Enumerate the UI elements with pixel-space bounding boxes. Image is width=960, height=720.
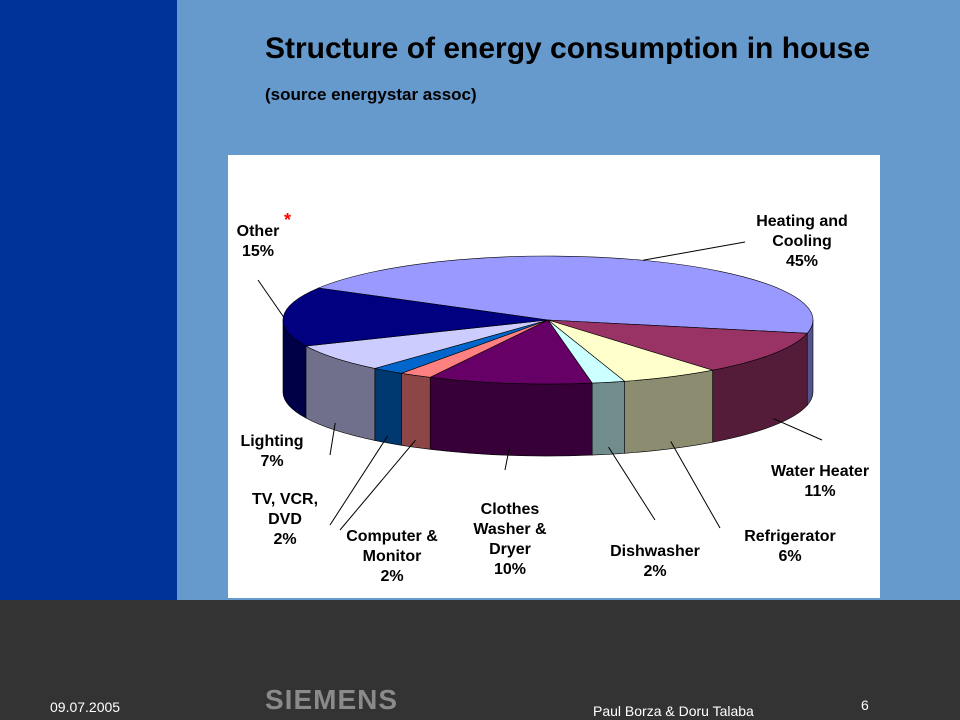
slice-label: Dishwasher 2%: [600, 542, 710, 582]
leader-line: [339, 439, 416, 531]
slice-label: TV, VCR, DVD 2%: [245, 490, 325, 550]
slice-label: Lighting 7%: [227, 432, 317, 472]
slice-side: [624, 369, 713, 454]
footer-author: Paul Borza & Doru Talaba: [593, 703, 754, 719]
value-label: 15%: [241, 243, 275, 260]
slice: [429, 319, 593, 385]
slice-side: [591, 380, 625, 456]
value-label: 6%: [778, 548, 802, 565]
slice-side: [429, 376, 593, 457]
chart-subtitle: (source energystar assoc): [265, 85, 477, 104]
category-label: Refrigerator: [744, 528, 836, 545]
title-block: Structure of energy consumption in house…: [265, 28, 875, 116]
slice-side: [806, 319, 814, 407]
leader-line: [504, 448, 510, 471]
value-label: 10%: [493, 561, 527, 578]
slice-label: Heating and Cooling 45%: [742, 212, 862, 272]
slice-side: [374, 368, 402, 446]
leader-line: [257, 279, 284, 317]
slice: [304, 319, 549, 369]
category-label: TV, VCR, DVD: [251, 491, 319, 528]
leader-line: [608, 446, 656, 521]
category-label: Other: [236, 223, 280, 240]
leader-line: [642, 241, 746, 261]
slice: [282, 287, 549, 347]
slice-side: [401, 372, 431, 450]
page-number: 6: [861, 697, 869, 713]
leader-line: [329, 435, 389, 526]
logo: SIEMENS: [265, 684, 399, 715]
footer-band: [0, 600, 960, 720]
footer-date: 09.07.2005: [50, 699, 121, 715]
category-label: Heating and Cooling: [756, 213, 848, 250]
slice: [317, 255, 814, 334]
value-label: 11%: [804, 483, 836, 500]
value-label: 2%: [643, 563, 667, 580]
value-label: 45%: [785, 253, 819, 270]
slice-label: Clothes Washer & Dryer 10%: [460, 500, 560, 580]
slice-label: Other 15%: [223, 222, 293, 262]
leader-line: [773, 418, 823, 441]
leader-line: [670, 441, 721, 529]
slice-label: Computer & Monitor 2%: [332, 527, 452, 587]
category-label: Lighting: [240, 433, 304, 450]
annotation: *: [284, 210, 292, 230]
slice-label: Water Heater 11%: [750, 462, 890, 502]
category-label: Computer & Monitor: [346, 528, 438, 565]
side-band: [0, 0, 177, 600]
category-label: Dishwasher: [610, 543, 700, 560]
slice-label: Refrigerator 6%: [730, 527, 850, 567]
slice: [547, 319, 808, 371]
category-label: Water Heater: [770, 463, 870, 480]
value-label: 2%: [380, 568, 404, 585]
chart-title: Structure of energy consumption in house: [265, 32, 871, 65]
value-label: 2%: [273, 531, 297, 548]
category-label: Clothes Washer & Dryer: [473, 501, 547, 558]
chart: [257, 241, 823, 531]
leader-line: [329, 422, 336, 456]
value-label: 7%: [260, 453, 284, 470]
